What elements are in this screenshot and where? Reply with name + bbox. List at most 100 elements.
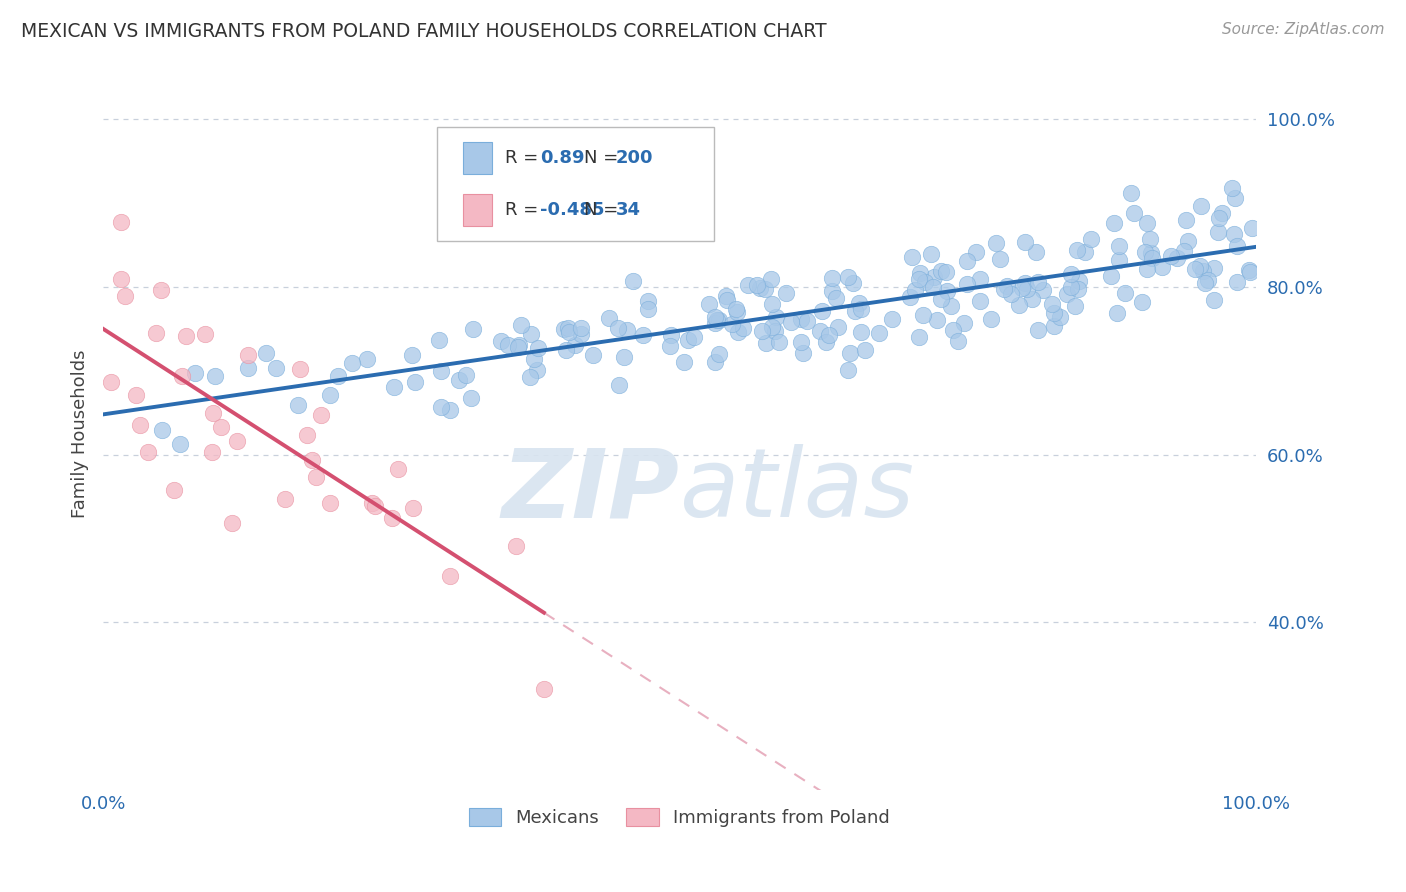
Point: [1220, 181, 1243, 195]
Point: [598, 311, 620, 326]
Point: [911, 308, 934, 322]
Point: [908, 266, 931, 280]
Point: [969, 294, 991, 309]
Point: [1114, 285, 1136, 300]
Point: [519, 369, 541, 384]
Point: [1202, 260, 1225, 275]
Point: [1099, 268, 1122, 283]
Point: [356, 351, 378, 366]
Point: [721, 318, 744, 332]
Point: [748, 281, 770, 295]
Point: [430, 363, 453, 377]
Point: [301, 453, 323, 467]
Point: [929, 292, 952, 306]
Point: [174, 329, 197, 343]
Point: [1133, 245, 1156, 260]
Point: [868, 326, 890, 340]
Point: [1223, 227, 1246, 241]
Point: [929, 264, 952, 278]
Point: [672, 355, 695, 369]
Point: [527, 341, 550, 355]
Point: [922, 270, 945, 285]
Point: [110, 215, 132, 229]
Point: [401, 348, 423, 362]
Point: [1241, 221, 1264, 235]
Point: [1139, 232, 1161, 246]
Text: 0.89: 0.89: [540, 149, 585, 167]
Point: [1028, 275, 1050, 289]
Point: [1014, 276, 1036, 290]
Point: [149, 283, 172, 297]
Point: [808, 324, 831, 338]
Point: [557, 321, 579, 335]
Point: [387, 462, 409, 476]
Point: [754, 282, 776, 296]
Point: [326, 368, 349, 383]
Point: [1226, 239, 1249, 253]
Point: [364, 499, 387, 513]
Point: [935, 265, 957, 279]
Point: [851, 301, 873, 316]
Point: [1192, 264, 1215, 278]
Point: [582, 348, 605, 362]
Point: [716, 293, 738, 307]
Point: [150, 423, 173, 437]
Point: [295, 427, 318, 442]
Point: [1208, 225, 1230, 239]
Point: [238, 361, 260, 376]
Text: R =: R =: [505, 201, 544, 219]
Point: [381, 511, 404, 525]
Point: [737, 278, 759, 293]
Point: [1150, 260, 1173, 274]
Point: [1011, 280, 1033, 294]
Point: [508, 340, 530, 354]
Point: [290, 361, 312, 376]
Point: [558, 325, 581, 339]
Point: [1197, 273, 1219, 287]
Point: [110, 271, 132, 285]
Point: [1040, 296, 1063, 310]
Point: [704, 316, 727, 330]
Text: -0.485: -0.485: [540, 201, 605, 219]
Point: [125, 388, 148, 402]
Point: [1067, 274, 1090, 288]
Point: [523, 351, 546, 366]
Y-axis label: Family Households: Family Households: [72, 350, 89, 518]
Point: [849, 325, 872, 339]
Point: [904, 283, 927, 297]
Point: [1208, 211, 1230, 226]
Point: [204, 368, 226, 383]
Point: [163, 483, 186, 498]
Text: N =: N =: [583, 149, 619, 167]
Point: [100, 375, 122, 389]
Point: [751, 324, 773, 338]
Point: [569, 326, 592, 341]
Point: [733, 321, 755, 335]
Point: [533, 681, 555, 696]
Point: [984, 236, 1007, 251]
Point: [1025, 245, 1047, 260]
Point: [1042, 318, 1064, 333]
Point: [236, 348, 259, 362]
Point: [184, 366, 207, 380]
Point: [775, 286, 797, 301]
FancyBboxPatch shape: [463, 194, 492, 226]
Point: [901, 250, 924, 264]
Point: [1160, 250, 1182, 264]
Text: atlas: atlas: [679, 444, 914, 537]
Point: [194, 326, 217, 341]
Point: [1237, 262, 1260, 277]
Point: [768, 334, 790, 349]
Point: [993, 282, 1015, 296]
Point: [1032, 283, 1054, 297]
Point: [841, 276, 863, 290]
Point: [682, 329, 704, 343]
Legend: Mexicans, Immigrants from Poland: Mexicans, Immigrants from Poland: [461, 801, 897, 834]
Point: [309, 408, 332, 422]
FancyBboxPatch shape: [463, 143, 492, 174]
Point: [114, 289, 136, 303]
Point: [1175, 213, 1198, 227]
Point: [818, 328, 841, 343]
Point: [969, 272, 991, 286]
Point: [637, 301, 659, 316]
